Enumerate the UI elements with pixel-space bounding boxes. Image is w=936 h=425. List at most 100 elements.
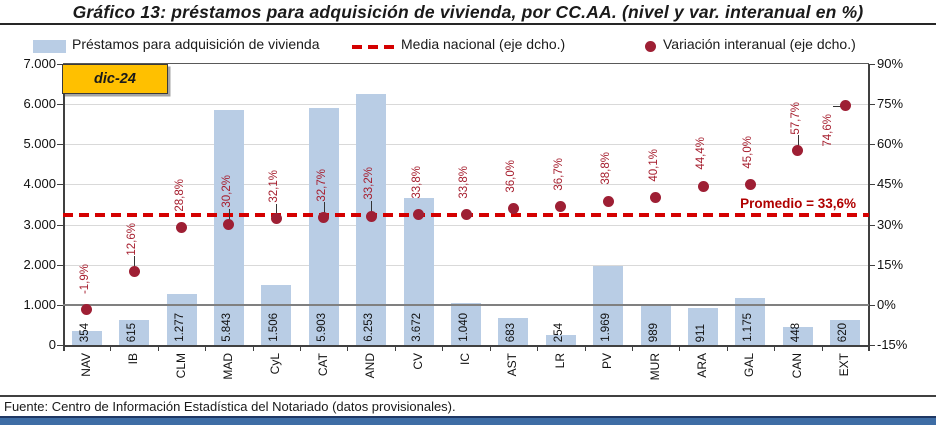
x-axis-line [63, 345, 869, 347]
variation-label: 38,8% [600, 152, 613, 186]
variation-label: 32,1% [268, 170, 281, 203]
x-axis-tick [394, 346, 396, 351]
variation-label: 12,6% [126, 222, 139, 256]
left-axis-tick-label: 3.000 [23, 216, 56, 232]
left-axis-tick [57, 184, 63, 186]
variation-dot [270, 213, 282, 225]
bar [688, 308, 719, 345]
bar [308, 108, 339, 345]
secondary-axis-zero-line [63, 303, 869, 306]
category-label: MAD [220, 353, 235, 380]
variation-dot [839, 99, 851, 111]
variation-dot [413, 208, 425, 220]
bar [166, 293, 197, 345]
variation-label: 44,4% [695, 137, 708, 171]
variation-dot [223, 218, 235, 230]
variation-label: 33,8% [410, 165, 423, 199]
variation-dot [650, 192, 662, 204]
variation-label: 36,7% [552, 158, 565, 191]
right-axis-tick-label: -15% [877, 337, 908, 352]
bar [71, 330, 102, 345]
x-axis-tick [157, 346, 159, 351]
category-label: LR [552, 353, 567, 369]
bar-value-label: 1.175 [742, 313, 755, 342]
left-axis-tick-label: 5.000 [23, 136, 56, 152]
category-label: ARA [695, 353, 710, 378]
x-axis-tick [679, 346, 681, 351]
right-axis-tick-label: 0% [877, 296, 896, 312]
bar [545, 334, 576, 345]
bar-value-label: 448 [789, 322, 802, 342]
left-axis-tick-label: 7.000 [23, 56, 56, 71]
right-axis-tick-label: 30% [877, 216, 904, 232]
variation-dot [697, 180, 709, 192]
category-label: CV [410, 353, 425, 370]
bar [119, 320, 150, 345]
left-axis-tick [57, 144, 63, 146]
bar [782, 327, 813, 345]
bar-value-label: 620 [837, 322, 850, 342]
category-label: CAT [315, 353, 330, 377]
right-axis-tick-label: 75% [877, 96, 904, 112]
variation-label: 33,8% [458, 165, 470, 199]
category-label: IB [126, 353, 141, 365]
left-axis-tick-label: 0 [48, 337, 56, 352]
bar [261, 284, 292, 345]
right-axis-tick [869, 144, 875, 146]
variation-label: 32,7% [315, 168, 328, 202]
category-label: GAL [742, 353, 757, 378]
bar-value-label: 1.040 [458, 313, 470, 342]
bar-value-label: 911 [695, 323, 708, 342]
legend-line-label: Media nacional (eje dcho.) [401, 36, 566, 52]
gridline [64, 224, 868, 226]
legend-bar-swatch-icon [33, 40, 66, 53]
bar-value-label: 5.903 [315, 313, 328, 342]
x-axis-tick [774, 346, 776, 351]
left-axis-tick [57, 345, 63, 346]
bar [498, 317, 529, 345]
variation-label: 40,1% [647, 148, 660, 182]
bar [830, 320, 861, 345]
right-axis-tick-label: 90% [877, 56, 904, 71]
category-label: EXT [837, 353, 852, 377]
right-axis-tick-label: 15% [877, 256, 904, 272]
bar-value-label: 989 [647, 322, 660, 342]
right-axis-line [868, 64, 870, 351]
plot-top-border [63, 63, 869, 64]
chart-title: Gráfico 13: préstamos para adquisición d… [72, 2, 864, 22]
label-leader-line [797, 135, 799, 148]
variation-label: 57,7% [789, 101, 802, 135]
right-axis-tick [869, 184, 875, 186]
category-label: PV [600, 353, 615, 370]
right-axis-tick-label: 60% [877, 136, 904, 152]
legend-dashed-line-icon [352, 45, 396, 49]
period-badge: dic-24 [62, 64, 168, 94]
label-leader-line [228, 209, 230, 222]
variation-dot [555, 201, 567, 213]
x-axis-tick [631, 346, 633, 351]
right-axis-tick [869, 345, 875, 346]
x-axis-tick [726, 346, 728, 351]
legend-bar-label: Préstamos para adquisición de vivienda [72, 36, 320, 52]
right-axis-tick [869, 64, 875, 65]
bar-value-label: 6.253 [363, 313, 376, 342]
variation-dot [176, 222, 188, 234]
right-axis-tick [869, 224, 875, 226]
x-axis-tick [584, 346, 586, 351]
bar-value-label: 1.277 [173, 313, 186, 342]
bar-value-label: 254 [552, 322, 565, 342]
category-label: NAV [78, 353, 93, 377]
bar [640, 305, 671, 345]
right-axis-tick-label: 45% [877, 176, 904, 192]
category-label: AST [505, 353, 520, 377]
x-axis-tick [489, 346, 491, 351]
left-axis-tick-label: 2.000 [23, 256, 56, 272]
variation-label: 33,2% [363, 167, 376, 201]
category-label: MUR [647, 353, 662, 381]
bar-value-label: 683 [505, 322, 518, 342]
source-note: Fuente: Centro de Información Estadístic… [4, 399, 456, 414]
label-leader-line [323, 202, 325, 215]
variation-label: 30,2% [220, 175, 233, 209]
label-leader-line [371, 201, 373, 213]
